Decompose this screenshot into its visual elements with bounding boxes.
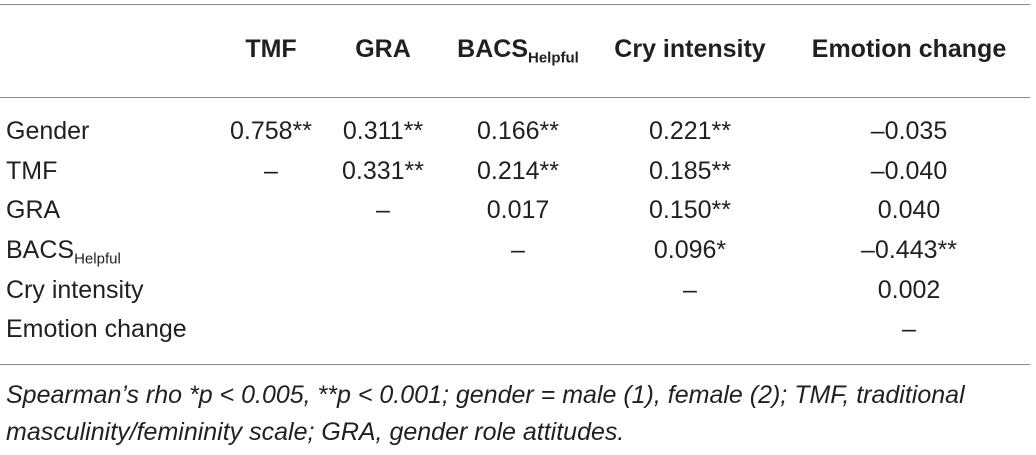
row-label: Cry intensity bbox=[6, 275, 144, 304]
table-row: Gender 0.758** 0.311** 0.166** 0.221** –… bbox=[0, 112, 1036, 152]
column-header: Cry intensity bbox=[614, 34, 766, 63]
table-row: TMF – 0.331** 0.214** 0.185** –0.040 bbox=[0, 152, 1036, 192]
table-cell: – bbox=[376, 196, 390, 225]
table-cell: – bbox=[511, 236, 525, 265]
header-spacer bbox=[0, 70, 1036, 112]
table-cell: 0.166** bbox=[476, 117, 560, 146]
table-cell bbox=[214, 270, 328, 310]
column-header: TMF bbox=[245, 34, 297, 63]
corner-cell bbox=[0, 28, 214, 70]
table-cell: –0.040 bbox=[870, 156, 948, 185]
table-cell bbox=[214, 310, 328, 350]
table-footnote: Spearman’s rho *p < 0.005, **p < 0.001; … bbox=[6, 381, 965, 446]
table-cell: –0.035 bbox=[870, 117, 948, 146]
row-label: Gender bbox=[6, 117, 90, 146]
table-cell: 0.096* bbox=[653, 236, 727, 265]
table-cell: –0.443** bbox=[861, 236, 957, 265]
table-cell: 0.214** bbox=[476, 156, 560, 185]
bottom-rule bbox=[0, 364, 1030, 365]
table-cell bbox=[328, 231, 438, 271]
table-cell: 0.311** bbox=[342, 117, 424, 146]
table-cell: 0.150** bbox=[648, 196, 732, 225]
column-header: BACSHelpful bbox=[457, 34, 579, 66]
column-header: GRA bbox=[355, 34, 411, 63]
header-row: TMF GRA BACSHelpful Cry intensity Emotio… bbox=[0, 28, 1036, 70]
table-row: Emotion change – bbox=[0, 310, 1036, 350]
column-header: Emotion change bbox=[811, 34, 1007, 63]
table-cell: – bbox=[902, 315, 916, 344]
table-cell: 0.331** bbox=[341, 156, 425, 185]
table-row: GRA – 0.017 0.150** 0.040 bbox=[0, 191, 1036, 231]
table-cell: 0.017 bbox=[486, 196, 550, 225]
table-cell: 0.758** bbox=[229, 117, 313, 146]
table-cell: – bbox=[683, 275, 697, 304]
table-cell bbox=[214, 191, 328, 231]
row-label: GRA bbox=[6, 196, 61, 225]
table-cell: – bbox=[264, 156, 278, 185]
row-label: TMF bbox=[6, 156, 58, 185]
table-cell bbox=[598, 310, 782, 350]
table-cell bbox=[328, 270, 438, 310]
table-cell: 0.040 bbox=[877, 196, 941, 225]
table-row: Cry intensity – 0.002 bbox=[0, 270, 1036, 310]
table-cell bbox=[438, 270, 598, 310]
row-label: Emotion change bbox=[6, 315, 187, 344]
table-cell bbox=[328, 310, 438, 350]
correlation-table: TMF GRA BACSHelpful Cry intensity Emotio… bbox=[0, 28, 1036, 350]
table-cell: 0.185** bbox=[648, 156, 732, 185]
row-label: BACSHelpful bbox=[6, 236, 121, 268]
header-rule bbox=[0, 97, 1030, 98]
top-rule bbox=[0, 4, 1030, 5]
table-cell bbox=[214, 231, 328, 271]
table-row: BACSHelpful – 0.096* –0.443** bbox=[0, 231, 1036, 271]
table-cell bbox=[438, 310, 598, 350]
table-cell: 0.002 bbox=[877, 275, 941, 304]
table-cell: 0.221** bbox=[648, 117, 732, 146]
